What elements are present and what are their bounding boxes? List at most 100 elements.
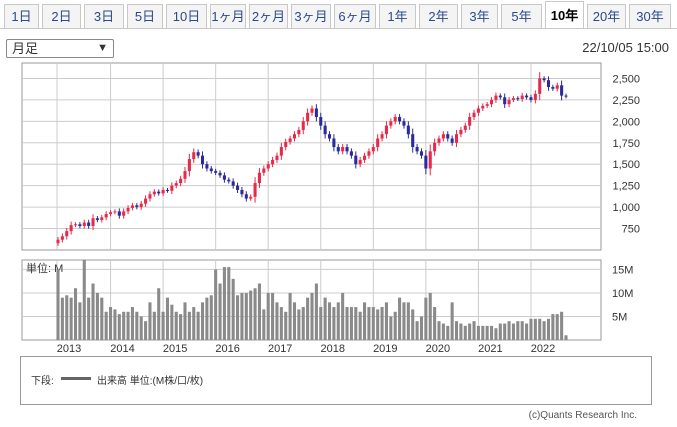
period-select[interactable]: 月足 ▼ (6, 39, 114, 58)
volume-tick-label: 15M (612, 264, 633, 276)
volume-bar (288, 292, 292, 340)
candle (358, 159, 362, 165)
volume-bar (450, 302, 454, 340)
volume-bar (60, 297, 64, 340)
volume-bar (363, 302, 367, 340)
candle (533, 93, 537, 100)
candle (157, 191, 161, 194)
candle (240, 189, 244, 195)
tab-30年[interactable]: 30年 (629, 4, 671, 28)
chevron-down-icon: ▼ (97, 42, 108, 54)
candle (183, 171, 187, 179)
tab-3年[interactable]: 3年 (461, 4, 498, 28)
volume-bar (214, 269, 218, 340)
tab-2年[interactable]: 2年 (419, 4, 458, 28)
candle (222, 175, 226, 180)
volume-bar (69, 297, 73, 340)
volume-unit-label: 単位: M (26, 261, 63, 275)
tab-5年[interactable]: 5年 (501, 4, 542, 28)
candle (244, 194, 248, 199)
tab-5日[interactable]: 5日 (127, 4, 163, 28)
candle (341, 147, 345, 152)
volume-bar (209, 295, 213, 340)
volume-bar (511, 323, 515, 340)
candle (560, 85, 564, 96)
tab-3日[interactable]: 3日 (84, 4, 124, 28)
candle (227, 179, 231, 182)
candle (529, 97, 533, 100)
candle (516, 98, 520, 100)
candle (441, 134, 445, 139)
x-tick-label: 2016 (215, 343, 239, 355)
volume-bar (494, 328, 498, 340)
volume-bar (516, 321, 520, 340)
y-tick-label: 2,000 (612, 116, 640, 128)
volume-bar (336, 302, 340, 340)
candle (122, 211, 126, 216)
volume-bar (433, 307, 437, 340)
volume-bar (91, 283, 95, 340)
candle (546, 80, 551, 88)
candle (555, 85, 559, 89)
volume-bar (262, 309, 266, 340)
tab-2ヶ月[interactable]: 2ヶ月 (249, 4, 288, 28)
volume-bar (564, 335, 568, 340)
x-tick-label: 2015 (163, 343, 187, 355)
candle (179, 178, 183, 184)
candle (292, 134, 297, 139)
volume-bar (384, 302, 388, 340)
volume-bar (398, 297, 402, 340)
tab-1日[interactable]: 1日 (4, 4, 39, 28)
candle (428, 151, 432, 169)
volume-tick-label: 10M (612, 288, 633, 300)
volume-bar (82, 260, 86, 340)
y-tick-label: 1,000 (612, 202, 640, 214)
tab-1ヶ月[interactable]: 1ヶ月 (210, 4, 246, 28)
legend-box: 下段: 出来高 単位:(M株/口/枚) (20, 356, 652, 405)
volume-bar (472, 321, 476, 340)
volume-bar (205, 297, 209, 340)
volume-bar (130, 307, 134, 340)
volume-bar (454, 321, 459, 340)
volume-bar (468, 323, 472, 340)
volume-bar (240, 292, 244, 340)
candle (117, 211, 121, 216)
tab-2日[interactable]: 2日 (42, 4, 81, 28)
volume-bar (463, 325, 467, 340)
candle (249, 196, 253, 199)
volume-bar (376, 309, 380, 340)
tab-20年[interactable]: 20年 (587, 4, 626, 28)
volume-bar (152, 311, 156, 340)
candle (327, 134, 332, 139)
volume-bar (113, 309, 117, 340)
candle (485, 104, 489, 106)
volume-bar (87, 297, 91, 340)
candle (424, 155, 428, 169)
candle (100, 217, 104, 220)
candle (231, 181, 235, 186)
x-tick-label: 2022 (531, 343, 555, 355)
candle (319, 117, 323, 126)
volume-bar (332, 307, 336, 340)
volume-bar (415, 321, 419, 340)
candle (450, 138, 454, 143)
candle (95, 218, 99, 220)
candle (476, 108, 480, 113)
candle (336, 147, 340, 152)
volume-bar (380, 307, 384, 340)
tab-1年[interactable]: 1年 (379, 4, 416, 28)
candle (538, 78, 542, 94)
candle (498, 95, 502, 98)
tab-10日[interactable]: 10日 (166, 4, 207, 28)
tab-6ヶ月[interactable]: 6ヶ月 (334, 4, 376, 28)
volume-bar (148, 302, 152, 340)
candle (503, 97, 507, 105)
tab-3ヶ月[interactable]: 3ヶ月 (291, 4, 331, 28)
candle (389, 121, 393, 126)
candle (257, 172, 261, 184)
volume-bar (275, 302, 279, 340)
volume-bar (174, 311, 178, 340)
candle (525, 95, 529, 98)
candle (297, 129, 301, 135)
tab-10年[interactable]: 10年 (545, 1, 584, 28)
